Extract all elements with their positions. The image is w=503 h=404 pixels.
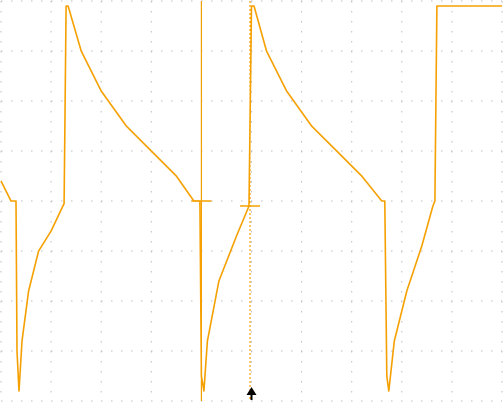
trigger-arrow-icon[interactable] bbox=[246, 387, 257, 395]
trigger-marker-layer[interactable] bbox=[246, 387, 257, 400]
trace-layer bbox=[0, 5, 502, 392]
cursor-layer bbox=[191, 1, 260, 401]
waveform-trace bbox=[0, 5, 502, 392]
